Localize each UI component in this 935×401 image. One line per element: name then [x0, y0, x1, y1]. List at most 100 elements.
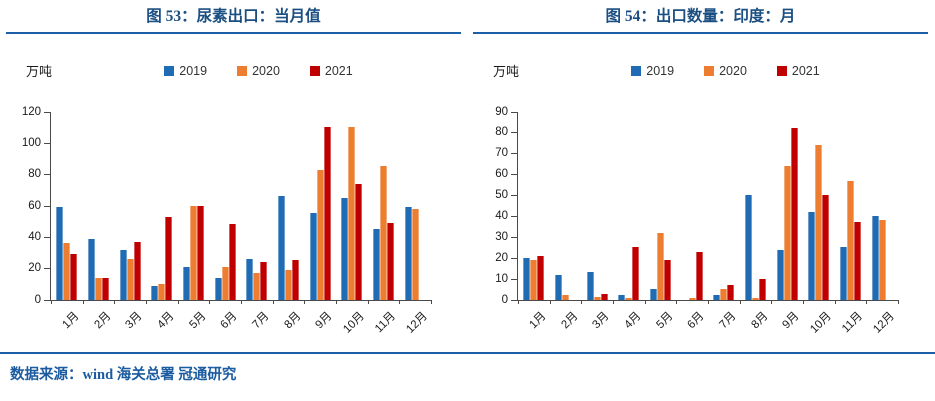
bar-group-10月 [336, 112, 368, 300]
x-tick-label: 4月 [155, 309, 177, 331]
bar-2019-8月 [278, 196, 286, 300]
bar-2020-7月 [253, 273, 261, 300]
data-source-note: 数据来源：wind 海关总署 冠通研究 [10, 367, 237, 383]
x-tick-label: 12月 [871, 309, 897, 336]
bar-2019-7月 [713, 295, 721, 300]
x-tick-mark [114, 299, 116, 305]
bar-group-12月 [399, 112, 431, 300]
bar-2020-8月 [285, 269, 293, 300]
chart-header: 万吨 2019 2020 2021 [0, 60, 467, 82]
bar-group-1月 [518, 112, 550, 300]
x-tick-label: 7月 [717, 309, 739, 331]
x-tick-mark [399, 299, 401, 305]
x-tick-mark [431, 299, 432, 305]
bar-2020-1月 [63, 243, 71, 300]
bar-2019-1月 [523, 257, 531, 300]
urea-export-monthly-chart: 万吨 2019 2020 2021 0 20 40 60 80 100 120 1月 2月 3月 4月 5月 6… [0, 60, 467, 335]
figure-54-title: 图 54：出口数量：印度：月 [473, 6, 928, 34]
bar-group-5月 [178, 112, 210, 300]
bar-2019-4月 [151, 285, 159, 300]
x-tick-label: 5月 [653, 309, 676, 331]
y-tick-mark [511, 278, 518, 280]
y-tick-label: 50 [495, 189, 508, 202]
x-tick-label: 1月 [60, 309, 82, 331]
y-tick-label: 60 [495, 168, 508, 181]
bar-2021-6月 [695, 251, 703, 300]
bar-2021-3月 [133, 241, 141, 300]
bar-2020-1月 [530, 259, 538, 300]
x-tick-mark [82, 299, 84, 305]
figure-53: 图 53：尿素出口：当月值 万吨 2019 2020 2021 0 20 40 60 80 100… [0, 0, 467, 338]
y-tick-label: 70 [495, 147, 508, 160]
x-tick-label: 11月 [373, 309, 399, 335]
legend-item-2019: 2019 [164, 64, 207, 78]
bar-group-12月 [866, 112, 898, 300]
bar-2021-1月 [537, 255, 545, 300]
bar-2021-5月 [664, 259, 672, 300]
chart-header: 万吨 2019 2020 2021 [467, 60, 934, 82]
legend-item-2021: 2021 [776, 64, 820, 78]
y-tick-label: 30 [495, 230, 508, 243]
y-tick-mark [511, 195, 518, 197]
india-export-quantity-chart: 万吨 2019 2020 2021 0 10 20 30 40 50 60 70 80 90 1月 2月 3月 4… [467, 60, 934, 335]
bar-group-5月 [645, 112, 677, 300]
bar-2019-7月 [246, 258, 254, 300]
x-tick-label: 2月 [91, 309, 114, 331]
y-tick-mark [511, 111, 518, 113]
x-tick-mark [51, 299, 52, 305]
y-tick-mark [44, 299, 51, 301]
bar-2021-5月 [197, 205, 205, 300]
bar-group-3月 [114, 112, 146, 300]
legend-item-2020: 2020 [237, 64, 280, 78]
bar-2021-1月 [70, 254, 78, 300]
x-tick-mark [708, 299, 709, 305]
x-tick-label: 7月 [250, 309, 272, 331]
x-tick-mark [304, 299, 306, 305]
bar-group-2月 [550, 112, 582, 300]
bar-2021-2月 [102, 277, 109, 300]
bar-2021-8月 [759, 278, 767, 300]
legend-swatch-icon [776, 65, 787, 76]
x-tick-mark [834, 299, 836, 305]
bar-2020-3月 [593, 296, 601, 300]
bar-2019-8月 [745, 195, 753, 300]
x-tick-mark [771, 299, 773, 305]
legend-swatch-icon [164, 65, 175, 76]
x-tick-label: 8月 [748, 309, 771, 331]
x-tick-label: 10月 [340, 309, 367, 336]
bars-layer [518, 112, 898, 300]
y-tick-mark [511, 174, 518, 176]
bar-2020-6月 [221, 266, 229, 300]
x-tick-mark [739, 299, 741, 305]
bar-2020-2月 [95, 277, 102, 300]
legend-item-2021: 2021 [309, 64, 353, 78]
x-tick-label: 3月 [590, 309, 612, 331]
bar-2021-4月 [632, 247, 640, 300]
bar-2019-1月 [56, 207, 64, 300]
bar-group-9月 [771, 112, 803, 300]
bar-2020-10月 [348, 127, 356, 300]
x-tick-mark [367, 299, 369, 305]
y-tick-mark [511, 153, 518, 155]
x-tick-mark [518, 299, 519, 305]
bar-2021-10月 [822, 195, 830, 300]
bar-2020-6月 [688, 297, 696, 300]
legend-item-2019: 2019 [631, 64, 674, 78]
bar-2019-5月 [183, 266, 191, 300]
bar-2019-9月 [776, 249, 784, 300]
y-axis-unit-label: 万吨 [493, 63, 520, 79]
y-tick-mark [44, 174, 51, 176]
bar-group-7月 [708, 112, 740, 300]
y-tick-label: 100 [21, 136, 41, 149]
y-tick-label: 80 [495, 126, 508, 139]
bar-2019-12月 [404, 207, 412, 300]
bar-2019-5月 [650, 289, 658, 300]
bar-2020-9月 [316, 169, 324, 300]
bar-2021-8月 [292, 260, 300, 300]
bar-2020-5月 [190, 205, 198, 300]
bar-2020-7月 [720, 289, 728, 300]
x-tick-mark [336, 299, 337, 305]
bar-2021-9月 [323, 127, 331, 300]
x-tick-label: 3月 [123, 309, 145, 331]
bar-group-10月 [803, 112, 835, 300]
